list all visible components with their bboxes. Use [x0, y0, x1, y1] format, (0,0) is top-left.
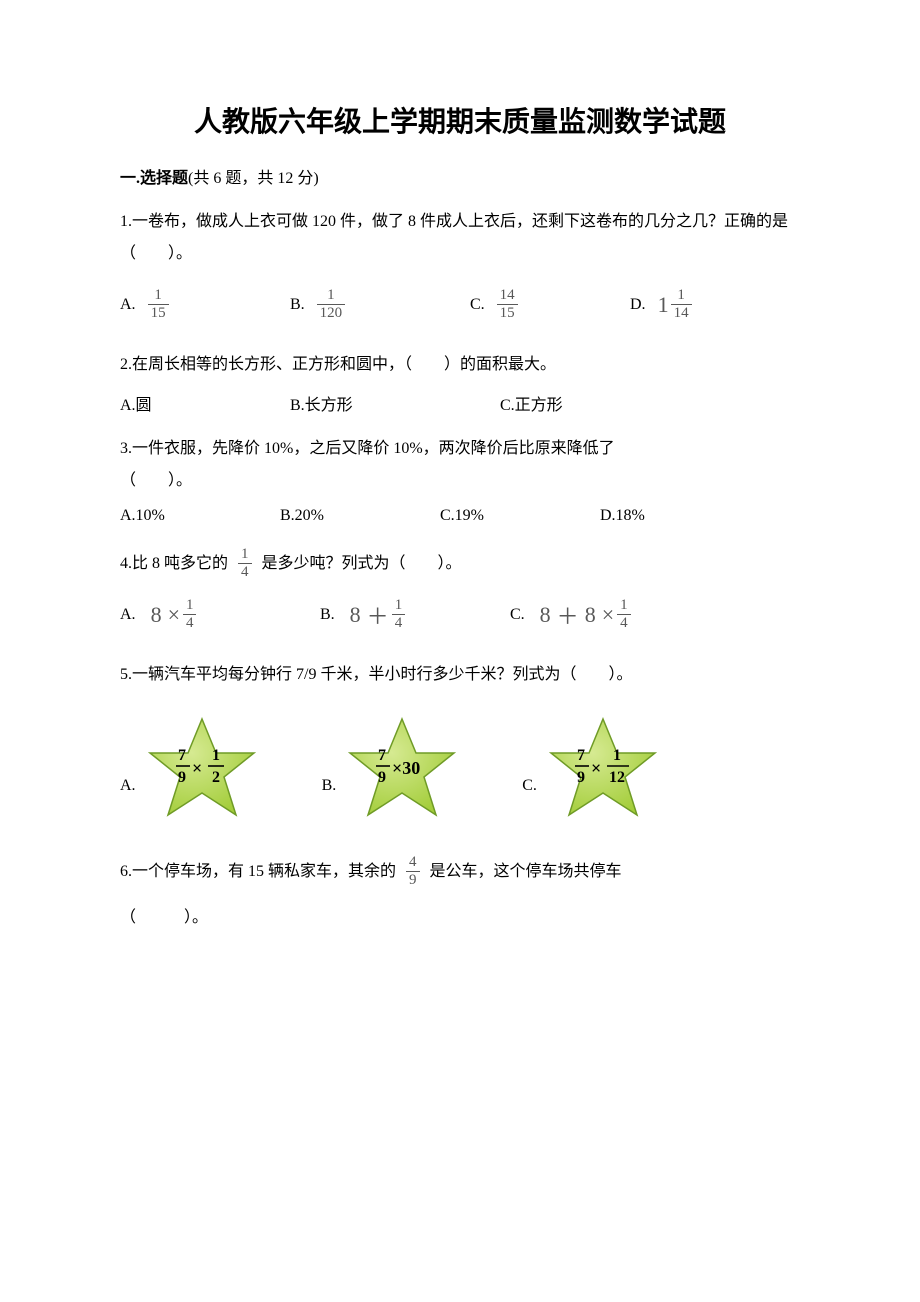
q6-fraction: 4 9 [406, 855, 420, 888]
q1-option-a[interactable]: A. 1 15 [120, 288, 290, 321]
q1-a-label: A. [120, 296, 136, 314]
q3-option-d[interactable]: D.18% [600, 507, 645, 525]
q1-d-mixed: 1 1 14 [658, 288, 692, 321]
q4-post: 是多少吨？列式为（ ）。 [262, 548, 462, 580]
q4-option-a[interactable]: A. 8 × 14 [120, 598, 320, 631]
question-6: 6.一个停车场，有 15 辆私家车，其余的 4 9 是公车，这个停车场共停车 [120, 855, 800, 888]
q6-pre: 6.一个停车场，有 15 辆私家车，其余的 [120, 856, 396, 888]
q4-option-b[interactable]: B. 8 ＋ 14 [320, 598, 510, 631]
q2-options: A.圆 B.长方形 C.正方形 [120, 391, 800, 415]
q1-b-label: B. [290, 296, 305, 314]
svg-text:9: 9 [378, 769, 386, 786]
star-icon: 7 9 × 1 12 [543, 713, 663, 823]
page-title: 人教版六年级上学期期末质量监测数学试题 [120, 100, 800, 140]
q5-c-label: C. [522, 777, 537, 823]
question-3: 3.一件衣服，先降价 10%，之后又降价 10%，两次降价后比原来降低了 （ ）… [120, 433, 800, 497]
q2-option-c[interactable]: C.正方形 [500, 391, 563, 415]
star-icon: 7 9 ×30 [342, 713, 462, 823]
svg-text:×: × [591, 758, 601, 778]
svg-text:×30: ×30 [392, 758, 420, 778]
q1-option-c[interactable]: C. 14 15 [470, 288, 630, 321]
q4-c-expr: 8 ＋ 8 × 14 [537, 598, 631, 631]
q1-c-label: C. [470, 296, 485, 314]
q5-option-b[interactable]: B. 7 9 ×30 [322, 713, 463, 823]
q1-b-fraction: 1 120 [317, 288, 346, 321]
svg-text:×: × [192, 758, 202, 778]
q6-line2: （ ）。 [120, 902, 800, 934]
q5-a-label: A. [120, 777, 136, 823]
q2-option-b[interactable]: B.长方形 [290, 391, 500, 415]
svg-text:2: 2 [212, 769, 220, 786]
q3-options: A.10% B.20% C.19% D.18% [120, 507, 800, 525]
q4-a-expr: 8 × 14 [148, 598, 197, 631]
q5-b-label: B. [322, 777, 337, 823]
q5-options: A. 7 9 × 1 2 B. 7 9 ×30 [120, 713, 800, 823]
q1-option-d[interactable]: D. 1 1 14 [630, 288, 692, 321]
svg-text:9: 9 [577, 769, 585, 786]
q5-option-a[interactable]: A. 7 9 × 1 2 [120, 713, 262, 823]
q1-d-label: D. [630, 296, 646, 314]
section-header: 一.选择题(共 6 题，共 12 分) [120, 164, 800, 188]
q5-option-c[interactable]: C. 7 9 × 1 12 [522, 713, 663, 823]
question-5: 5.一辆汽车平均每分钟行 7/9 千米，半小时行多少千米？列式为（ ）。 [120, 659, 800, 691]
star-icon: 7 9 × 1 2 [142, 713, 262, 823]
q4-options: A. 8 × 14 B. 8 ＋ 14 C. 8 ＋ 8 × 14 [120, 598, 800, 631]
q3-line2: （ ）。 [120, 465, 800, 497]
svg-text:7: 7 [577, 747, 585, 764]
q4-option-c[interactable]: C. 8 ＋ 8 × 14 [510, 598, 631, 631]
q4-b-expr: 8 ＋ 14 [347, 598, 406, 631]
question-2: 2.在周长相等的长方形、正方形和圆中，（ ）的面积最大。 [120, 349, 800, 381]
q1-a-fraction: 1 15 [148, 288, 169, 321]
q4-pre: 4.比 8 吨多它的 [120, 548, 228, 580]
q4-fraction: 1 4 [238, 547, 252, 580]
q1-option-b[interactable]: B. 1 120 [290, 288, 470, 321]
q1-c-fraction: 14 15 [497, 288, 518, 321]
svg-text:7: 7 [178, 747, 186, 764]
svg-text:1: 1 [613, 747, 621, 764]
q1-options: A. 1 15 B. 1 120 C. 14 15 D. 1 [120, 288, 800, 321]
question-4: 4.比 8 吨多它的 1 4 是多少吨？列式为（ ）。 [120, 547, 800, 580]
q2-option-a[interactable]: A.圆 [120, 391, 290, 415]
svg-text:7: 7 [378, 747, 386, 764]
svg-text:9: 9 [178, 769, 186, 786]
section-header-bold: 一.选择题 [120, 170, 188, 187]
q3-option-c[interactable]: C.19% [440, 507, 600, 525]
q3-option-a[interactable]: A.10% [120, 507, 280, 525]
q4-a-label: A. [120, 606, 136, 624]
svg-text:1: 1 [212, 747, 220, 764]
q4-b-label: B. [320, 606, 335, 624]
q3-line1: 3.一件衣服，先降价 10%，之后又降价 10%，两次降价后比原来降低了 [120, 433, 800, 465]
section-header-rest: (共 6 题，共 12 分) [188, 170, 319, 187]
q6-post: 是公车，这个停车场共停车 [430, 856, 622, 888]
q3-option-b[interactable]: B.20% [280, 507, 440, 525]
question-1: 1.一卷布，做成人上衣可做 120 件，做了 8 件成人上衣后，还剩下这卷布的几… [120, 206, 800, 270]
svg-text:12: 12 [609, 769, 625, 786]
q4-c-label: C. [510, 606, 525, 624]
